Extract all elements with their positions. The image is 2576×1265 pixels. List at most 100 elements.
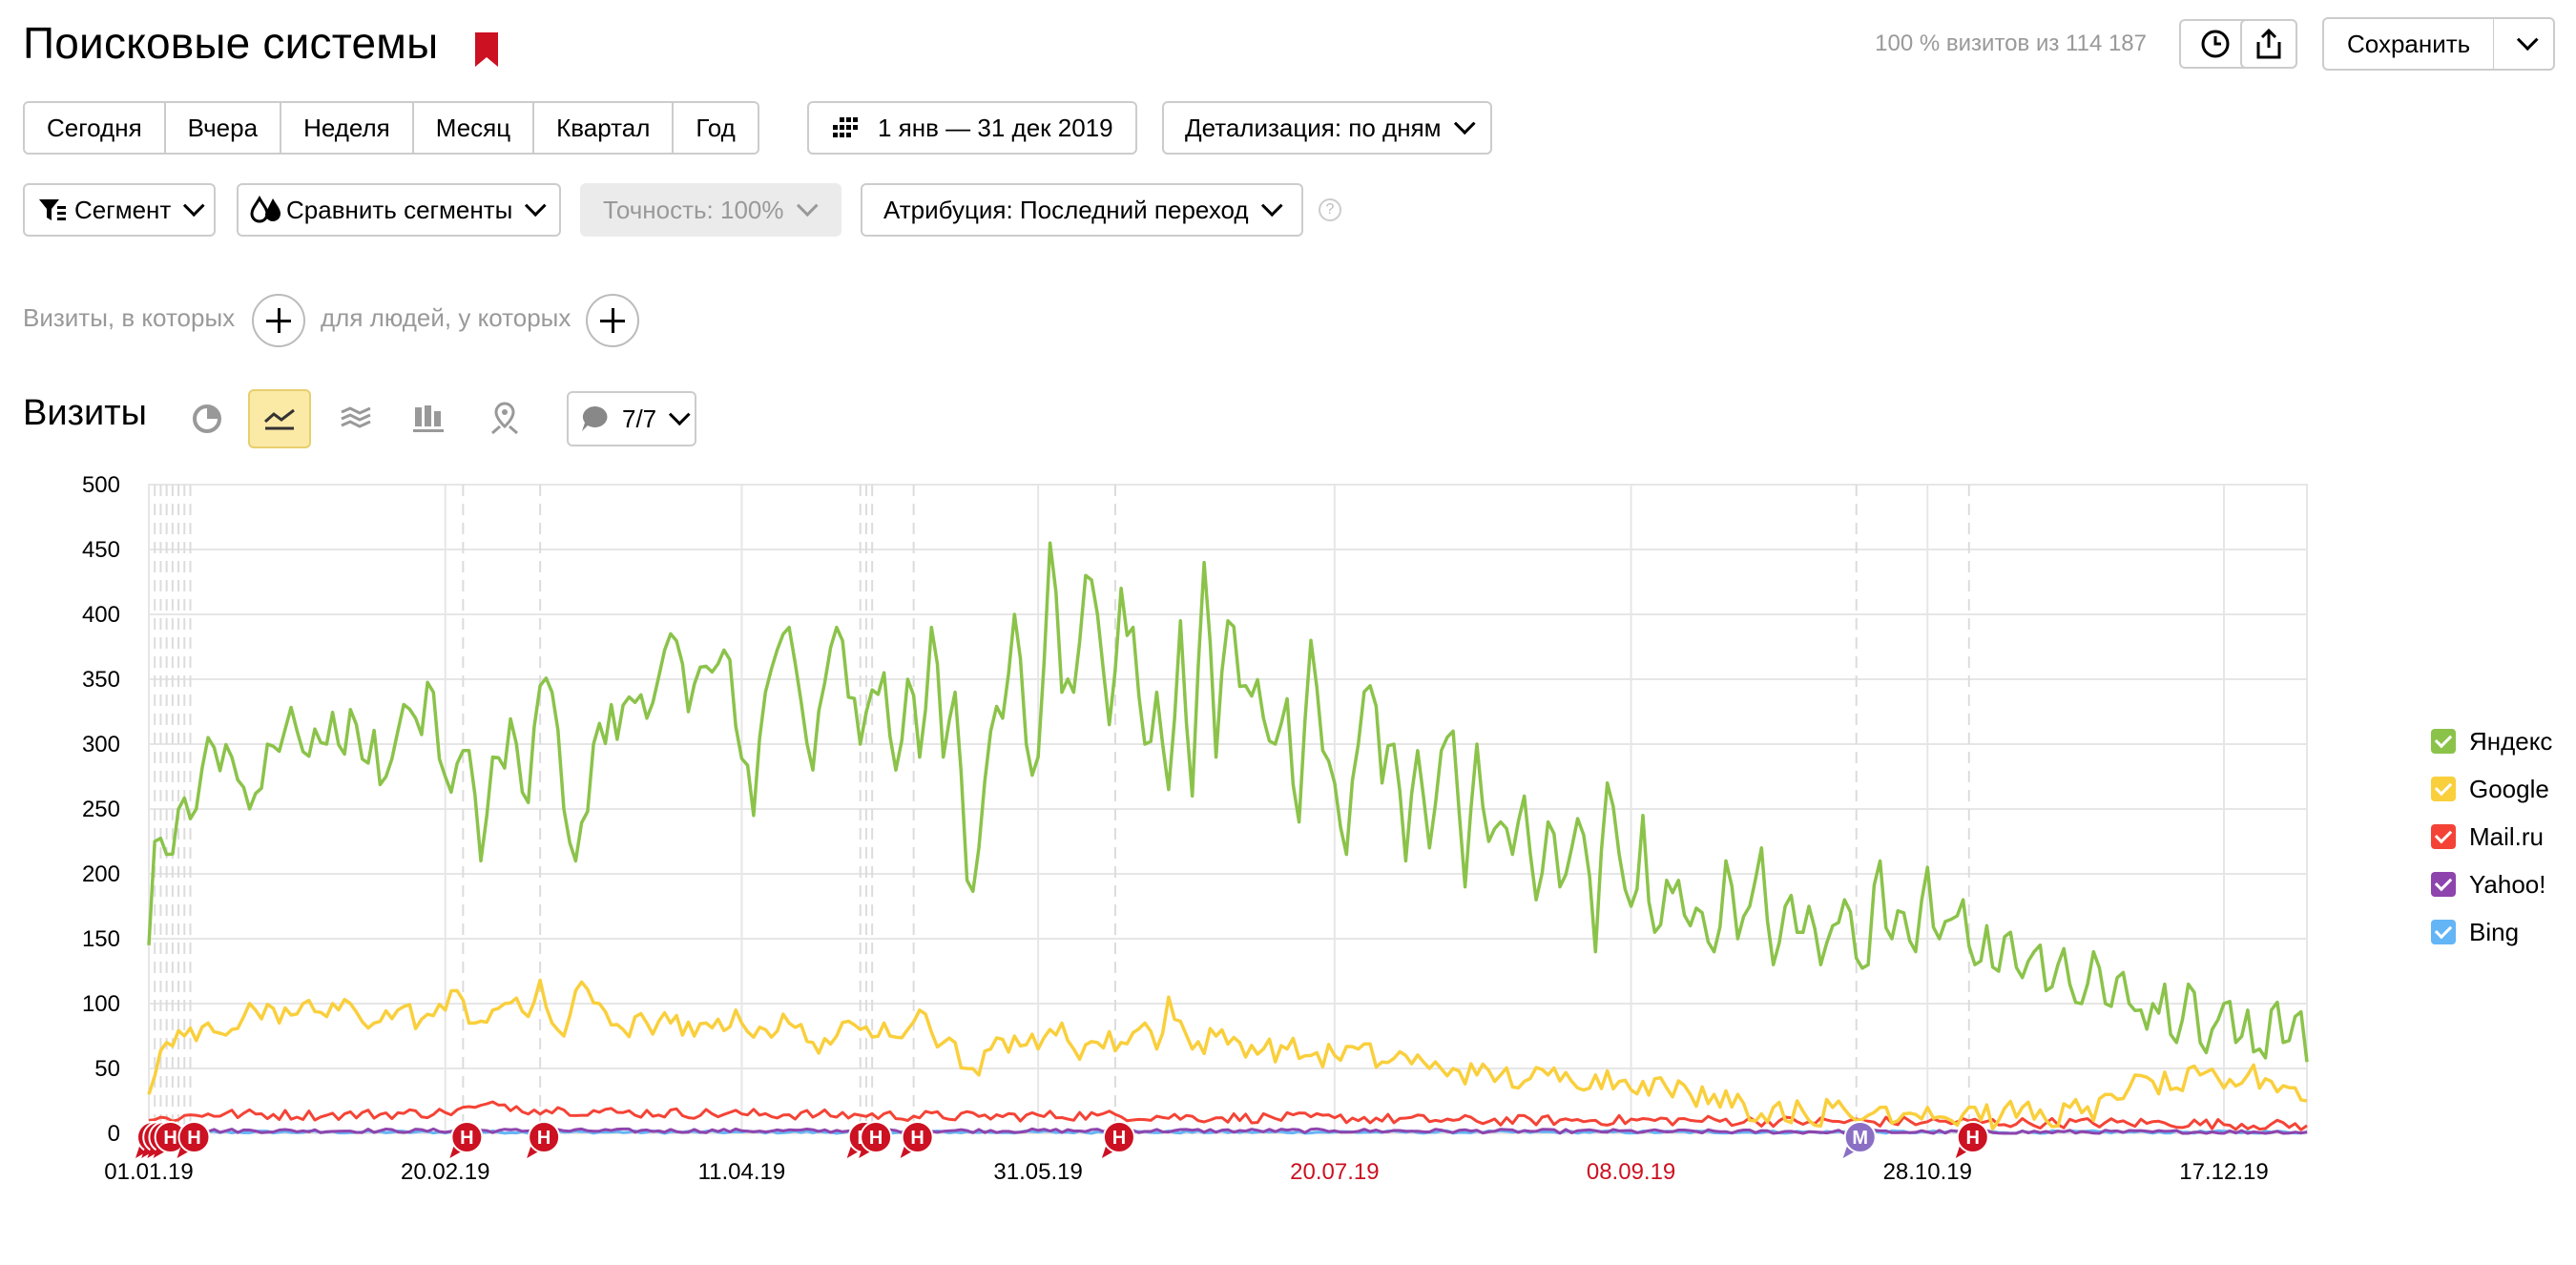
add-people-condition-button[interactable]: [586, 294, 639, 347]
bar-chart-button[interactable]: [397, 389, 460, 448]
period-selector: Сегодня Вчера Неделя Месяц Квартал Год: [23, 101, 759, 155]
bookmark-icon[interactable]: [475, 32, 498, 67]
y-tick-label: 300: [82, 732, 120, 757]
x-tick-label: 08.09.19: [1587, 1159, 1675, 1185]
x-tick-label: 28.10.19: [1883, 1159, 1972, 1185]
period-month[interactable]: Месяц: [413, 103, 535, 153]
annotations-button[interactable]: 7/7: [567, 391, 696, 446]
annotation-marker-label: Н: [460, 1128, 473, 1149]
legend-label: Google: [2469, 774, 2549, 803]
visits-filter-label: Визиты, в которых: [23, 303, 236, 332]
legend-item-bing[interactable]: Bing: [2431, 908, 2552, 956]
annotation-marker[interactable]: Н: [177, 1121, 211, 1158]
filter-icon: [39, 199, 66, 220]
checkbox-icon: [2431, 872, 2456, 897]
line-chart-button[interactable]: [248, 389, 311, 448]
attribution-dropdown[interactable]: Атрибуция: Последний переход: [861, 183, 1303, 237]
period-year[interactable]: Год: [674, 103, 758, 153]
y-tick-label: 100: [82, 991, 120, 1017]
visits-chart[interactable]: 0 50 100 150 200 250 300 350 400 450 500 01.01.19 2…: [0, 458, 2337, 1202]
annotation-icon: [582, 405, 608, 431]
map-button[interactable]: [473, 389, 536, 448]
y-tick-label: 200: [82, 861, 120, 887]
annotation-marker-label: Н: [1112, 1128, 1126, 1149]
annotation-marker-label: Н: [163, 1128, 177, 1149]
compare-segments-button[interactable]: Сравнить сегменты: [237, 183, 561, 237]
visits-note: 100 % визитов из 114 187: [1875, 31, 2147, 56]
date-range-label: 1 янв — 31 дек 2019: [878, 113, 1113, 142]
history-button[interactable]: [2179, 19, 2252, 69]
y-tick-label: 150: [82, 926, 120, 952]
map-icon: [491, 402, 518, 435]
y-tick-label: 400: [82, 602, 120, 628]
x-tick-label: 01.01.19: [104, 1159, 193, 1185]
legend-item-yandex[interactable]: Яндекс: [2431, 717, 2552, 765]
period-quarter[interactable]: Квартал: [534, 103, 675, 153]
attribution-label: Атрибуция: Последний переход: [883, 195, 1249, 224]
y-tick-label: 0: [108, 1121, 120, 1147]
export-icon: [2256, 28, 2281, 59]
chevron-down-icon: [1260, 195, 1283, 218]
chart-legend: Яндекс Google Mail.ru Yahoo! Bing: [2431, 717, 2552, 956]
compare-icon: [250, 196, 280, 223]
chevron-down-icon: [796, 195, 819, 218]
pie-chart-button[interactable]: [176, 389, 239, 448]
annotation-marker[interactable]: Н: [153, 1121, 187, 1158]
segment-label: Сегмент: [74, 195, 172, 224]
save-dropdown-button[interactable]: [2494, 17, 2555, 71]
accuracy-dropdown[interactable]: Точность: 100%: [580, 183, 841, 237]
chevron-down-icon: [669, 404, 691, 426]
pie-chart-icon: [193, 404, 221, 433]
x-tick-label: 20.02.19: [401, 1159, 489, 1185]
annotation-marker-label: Н: [910, 1128, 924, 1149]
detail-label: Детализация: по дням: [1185, 113, 1442, 142]
legend-label: Yahoo!: [2469, 869, 2546, 899]
y-tick-label: 250: [82, 797, 120, 822]
area-chart-icon: [341, 406, 371, 428]
save-button[interactable]: Сохранить: [2322, 17, 2496, 71]
annotation-marker-label: М: [1852, 1128, 1868, 1149]
legend-item-google[interactable]: Google: [2431, 765, 2552, 813]
period-today[interactable]: Сегодня: [25, 103, 166, 153]
annotation-marker[interactable]: Н: [1101, 1121, 1135, 1158]
export-button[interactable]: [2240, 19, 2297, 69]
segment-button[interactable]: Сегмент: [23, 183, 216, 237]
help-icon[interactable]: ?: [1319, 198, 1341, 221]
chevron-down-icon: [1453, 113, 1476, 135]
y-tick-label: 350: [82, 667, 120, 693]
period-yesterday[interactable]: Вчера: [165, 103, 282, 153]
x-tick-label: 17.12.19: [2179, 1159, 2268, 1185]
x-tick-label: 11.04.19: [698, 1159, 786, 1185]
annotation-marker[interactable]: Н: [1955, 1121, 1989, 1158]
series-line-yandex: [147, 541, 2309, 1063]
series-line-yahoo: [148, 1127, 2308, 1135]
legend-label: Mail.ru: [2469, 821, 2545, 851]
annotation-marker[interactable]: Н: [449, 1121, 484, 1158]
date-range-button[interactable]: 1 янв — 31 дек 2019: [807, 101, 1137, 155]
add-visit-condition-button[interactable]: [252, 294, 305, 347]
legend-label: Яндекс: [2469, 726, 2553, 756]
accuracy-label: Точность: 100%: [603, 195, 784, 224]
legend-label: Bing: [2469, 917, 2520, 946]
period-week[interactable]: Неделя: [281, 103, 414, 153]
checkbox-icon: [2431, 777, 2456, 801]
area-chart-button[interactable]: [324, 389, 387, 448]
annotation-marker-label: Н: [869, 1128, 883, 1149]
annotation-marker[interactable]: Н: [527, 1121, 561, 1158]
series-line-google: [147, 978, 2308, 1131]
checkbox-icon: [2431, 824, 2456, 849]
detail-dropdown[interactable]: Детализация: по дням: [1162, 101, 1492, 155]
legend-item-yahoo[interactable]: Yahoo!: [2431, 861, 2552, 908]
checkbox-icon: [2431, 729, 2456, 754]
legend-item-mailru[interactable]: Mail.ru: [2431, 813, 2552, 861]
annotation-marker[interactable]: Н: [900, 1121, 934, 1158]
compare-label: Сравнить сегменты: [286, 195, 513, 224]
y-tick-label: 500: [82, 472, 120, 498]
chevron-down-icon: [525, 195, 547, 218]
clock-icon: [2201, 30, 2230, 58]
annotation-marker-label: Н: [1966, 1128, 1980, 1149]
y-tick-label: 450: [82, 537, 120, 563]
annotation-marker[interactable]: Н: [859, 1121, 893, 1158]
checkbox-icon: [2431, 920, 2456, 944]
annotation-marker[interactable]: М: [1842, 1121, 1877, 1158]
